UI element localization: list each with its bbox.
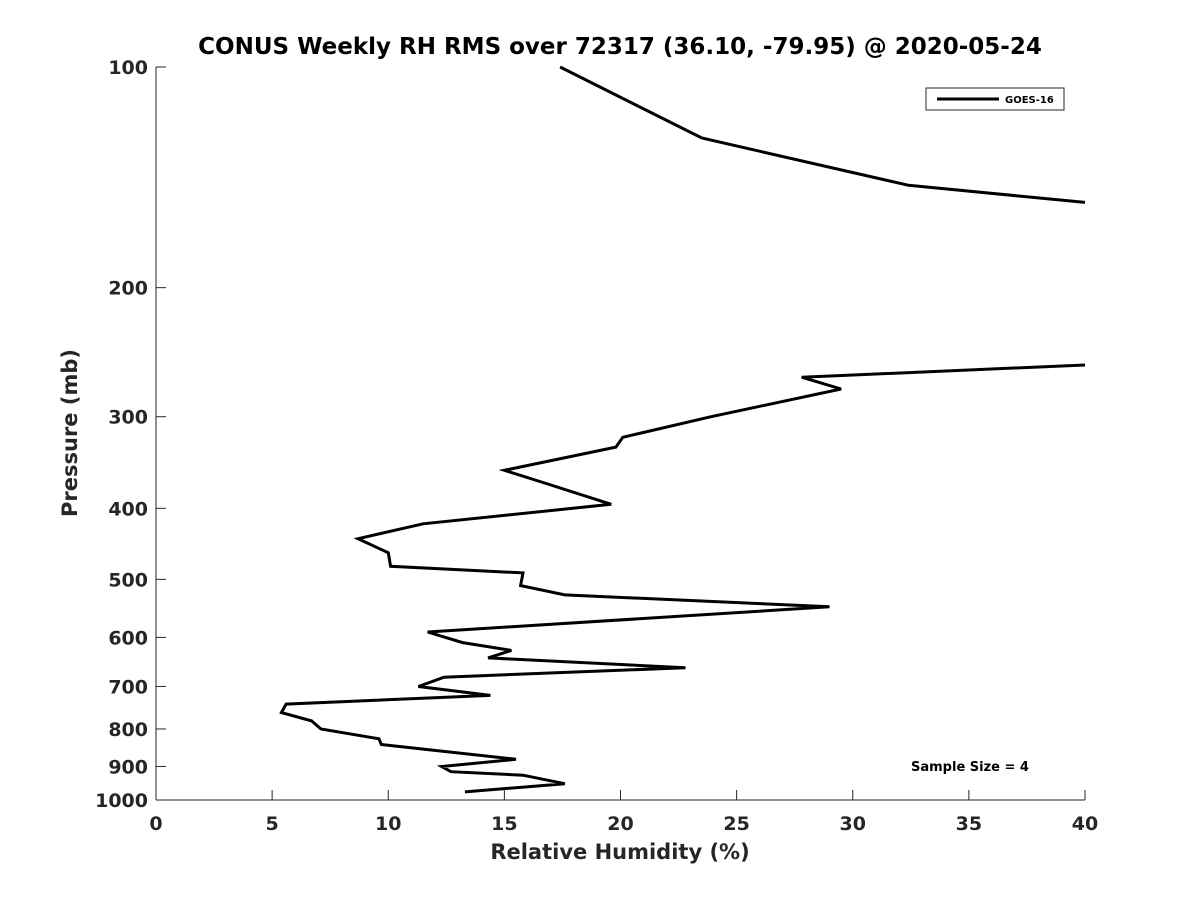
y-tick-label: 100	[108, 57, 148, 79]
legend: GOES-16	[925, 87, 1065, 111]
y-tick-label: 800	[108, 719, 148, 741]
x-tick-label: 15	[491, 813, 517, 835]
y-tick-label: 200	[108, 278, 148, 300]
x-tick-label: 35	[956, 813, 982, 835]
y-tick-label: 1000	[95, 790, 148, 812]
y-tick-label: 500	[108, 569, 148, 591]
x-tick-label: 25	[723, 813, 749, 835]
x-tick-label: 10	[375, 813, 401, 835]
x-tick-label: 40	[1072, 813, 1098, 835]
x-axis-ticks: 0 5 10 15 20 25 30 35 40	[149, 790, 1098, 835]
series-layer	[279, 65, 1086, 794]
y-tick-label: 900	[108, 756, 148, 778]
chart-title: CONUS Weekly RH RMS over 72317 (36.10, -…	[198, 34, 1042, 60]
x-tick-label: 20	[607, 813, 633, 835]
y-tick-label: 300	[108, 407, 148, 429]
sample-size-annotation: Sample Size = 4	[911, 760, 1029, 775]
series-line-goes-16-segment-1	[279, 363, 1086, 794]
y-tick-label: 600	[108, 627, 148, 649]
y-tick-label: 700	[108, 676, 148, 698]
x-axis-label: Relative Humidity (%)	[490, 840, 749, 864]
series-line-goes-16-segment-2	[559, 65, 1086, 204]
x-tick-label: 0	[149, 813, 162, 835]
y-axis-ticks: 100 200 300 400 500 600 700 800 900 1000	[95, 57, 166, 812]
y-axis-label: Pressure (mb)	[58, 349, 82, 517]
x-tick-label: 5	[266, 813, 279, 835]
y-tick-label: 400	[108, 498, 148, 520]
x-tick-label: 30	[840, 813, 866, 835]
legend-label-goes-16: GOES-16	[1005, 95, 1054, 106]
